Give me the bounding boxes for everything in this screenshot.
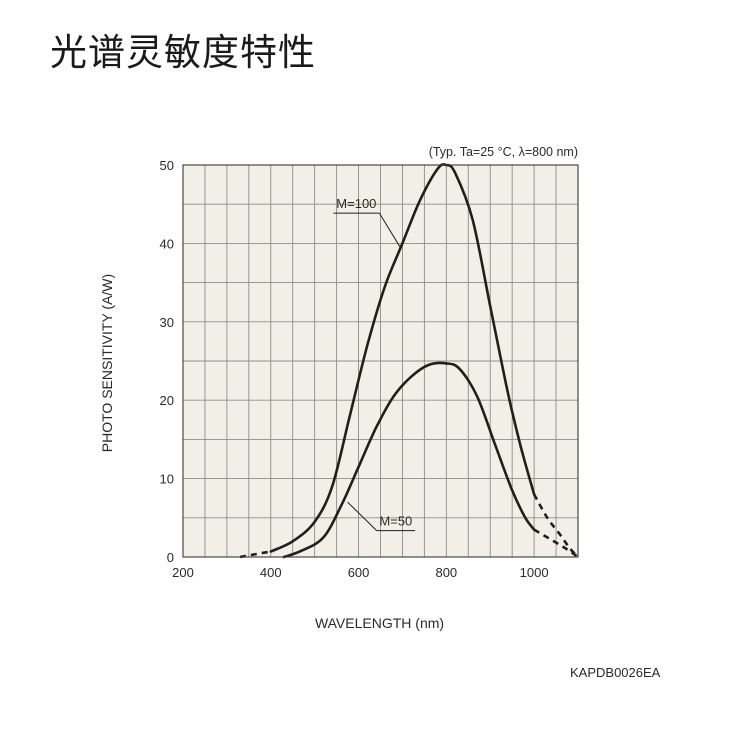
annotation-m100: M=100 xyxy=(336,196,376,211)
condition-note: (Typ. Ta=25 °C, λ=800 nm) xyxy=(429,145,578,159)
y-tick-label: 10 xyxy=(160,472,174,487)
y-tick-label: 30 xyxy=(160,315,174,330)
x-tick-label: 600 xyxy=(348,565,370,580)
figure-code: KAPDB0026EA xyxy=(570,665,661,680)
series-line-m50 xyxy=(282,361,536,559)
plot-border xyxy=(182,164,579,558)
series-line-m50-dashed-tail xyxy=(533,528,579,559)
annotation-leader xyxy=(378,212,401,248)
tick-labels: 200 400 600 800 1000 0 10 20 30 40 50 xyxy=(160,158,549,580)
series-line-m100 xyxy=(269,163,536,553)
y-tick-label: 50 xyxy=(160,158,174,173)
annotation-m50: M=50 xyxy=(379,514,412,529)
grid xyxy=(183,165,578,557)
plot-frame xyxy=(182,164,579,558)
y-tick-label: 20 xyxy=(160,393,174,408)
y-axis-label: PHOTO SENSITIVITY (A/W) xyxy=(99,274,115,452)
x-axis-label: WAVELENGTH (nm) xyxy=(315,615,444,631)
x-tick-label: 200 xyxy=(172,565,194,580)
x-tick-label: 400 xyxy=(260,565,282,580)
x-tick-label: 800 xyxy=(435,565,457,580)
x-tick-label: 1000 xyxy=(520,565,549,580)
y-tick-label: 40 xyxy=(160,236,174,251)
y-tick-label: 0 xyxy=(167,550,174,565)
annotations: M=100 M=50 xyxy=(333,196,416,532)
annotation-leader xyxy=(347,501,378,531)
page-title: 光谱灵敏度特性 xyxy=(50,31,316,74)
series-layer xyxy=(239,163,579,559)
series-line-m100-dashed-tail xyxy=(532,493,579,558)
